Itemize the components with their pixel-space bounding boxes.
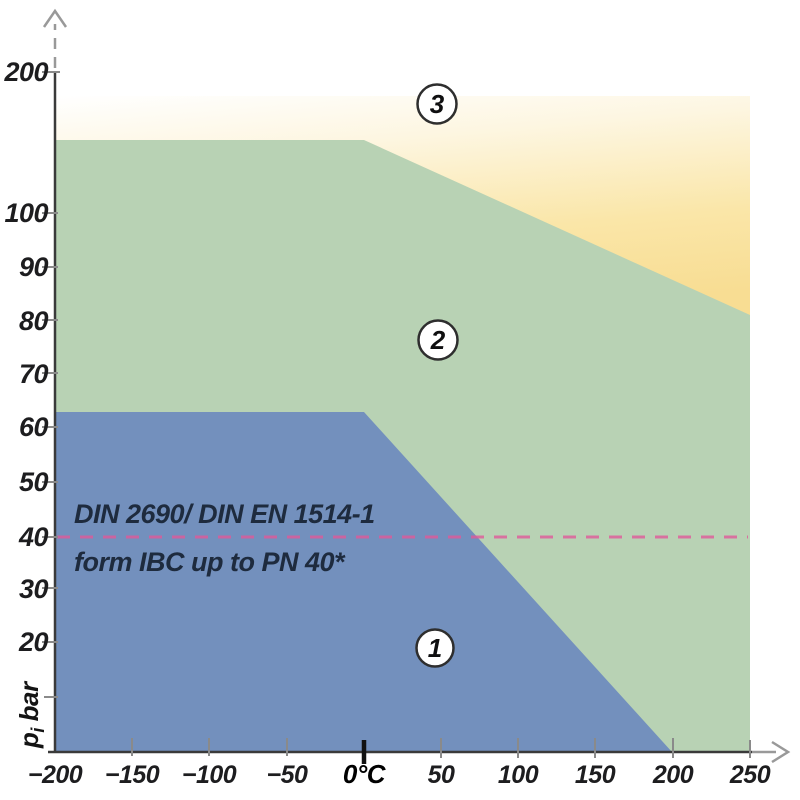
y-label-70: 70 (19, 359, 49, 389)
y-axis-arrow-icon (42, 8, 68, 28)
y-label-80: 80 (19, 306, 49, 336)
region-1-number: 1 (428, 633, 442, 663)
din-annotation-line2: form IBC up to PN 40* (74, 547, 346, 577)
x-label-neg50: −50 (267, 761, 309, 789)
y-label-100: 100 (4, 198, 48, 228)
y-label-30: 30 (19, 574, 49, 604)
x-label-zero-celsius: 0°C (343, 759, 387, 789)
region-3-circle (416, 83, 458, 125)
x-label-50: 50 (428, 761, 455, 789)
y-label-20: 20 (18, 627, 49, 657)
region-1-marker: 1 (415, 628, 455, 668)
y-unit-p: p (14, 732, 44, 749)
y-axis-ticks (42, 71, 60, 698)
y-unit-bar: bar (14, 680, 44, 728)
region-3-marker: 3 (416, 83, 458, 125)
y-label-40: 40 (18, 522, 49, 552)
y-label-90: 90 (19, 252, 49, 282)
y-unit-sub-i: i (28, 727, 48, 733)
x-axis-ticks (131, 738, 751, 758)
region-1-area (56, 412, 672, 752)
x-label-100: 100 (498, 761, 539, 789)
x-axis-labels: −200 −150 −100 −50 0°C 50 100 150 200 25… (28, 759, 771, 789)
y-label-60: 60 (19, 412, 49, 442)
region-2-number: 2 (430, 325, 446, 355)
region-2-marker: 2 (417, 319, 459, 361)
x-label-neg100: −100 (182, 761, 237, 789)
x-label-neg200: −200 (28, 761, 83, 789)
x-label-150: 150 (575, 761, 616, 789)
x-label-200: 200 (652, 761, 694, 789)
y-axis-labels: 200 100 90 80 70 60 50 40 30 20 (3, 57, 49, 657)
y-axis-unit-label: pi bar (14, 680, 48, 749)
region-1-circle (415, 628, 455, 668)
y-label-200: 200 (3, 57, 48, 87)
din-annotation-line1: DIN 2690/ DIN EN 1514-1 (74, 499, 375, 529)
region-2-circle (417, 319, 459, 361)
x-label-250: 250 (729, 761, 771, 789)
x-label-neg150: −150 (105, 761, 160, 789)
x-axis-arrow-icon (771, 740, 791, 764)
region-3-number: 3 (430, 89, 445, 119)
y-label-50: 50 (19, 467, 49, 497)
